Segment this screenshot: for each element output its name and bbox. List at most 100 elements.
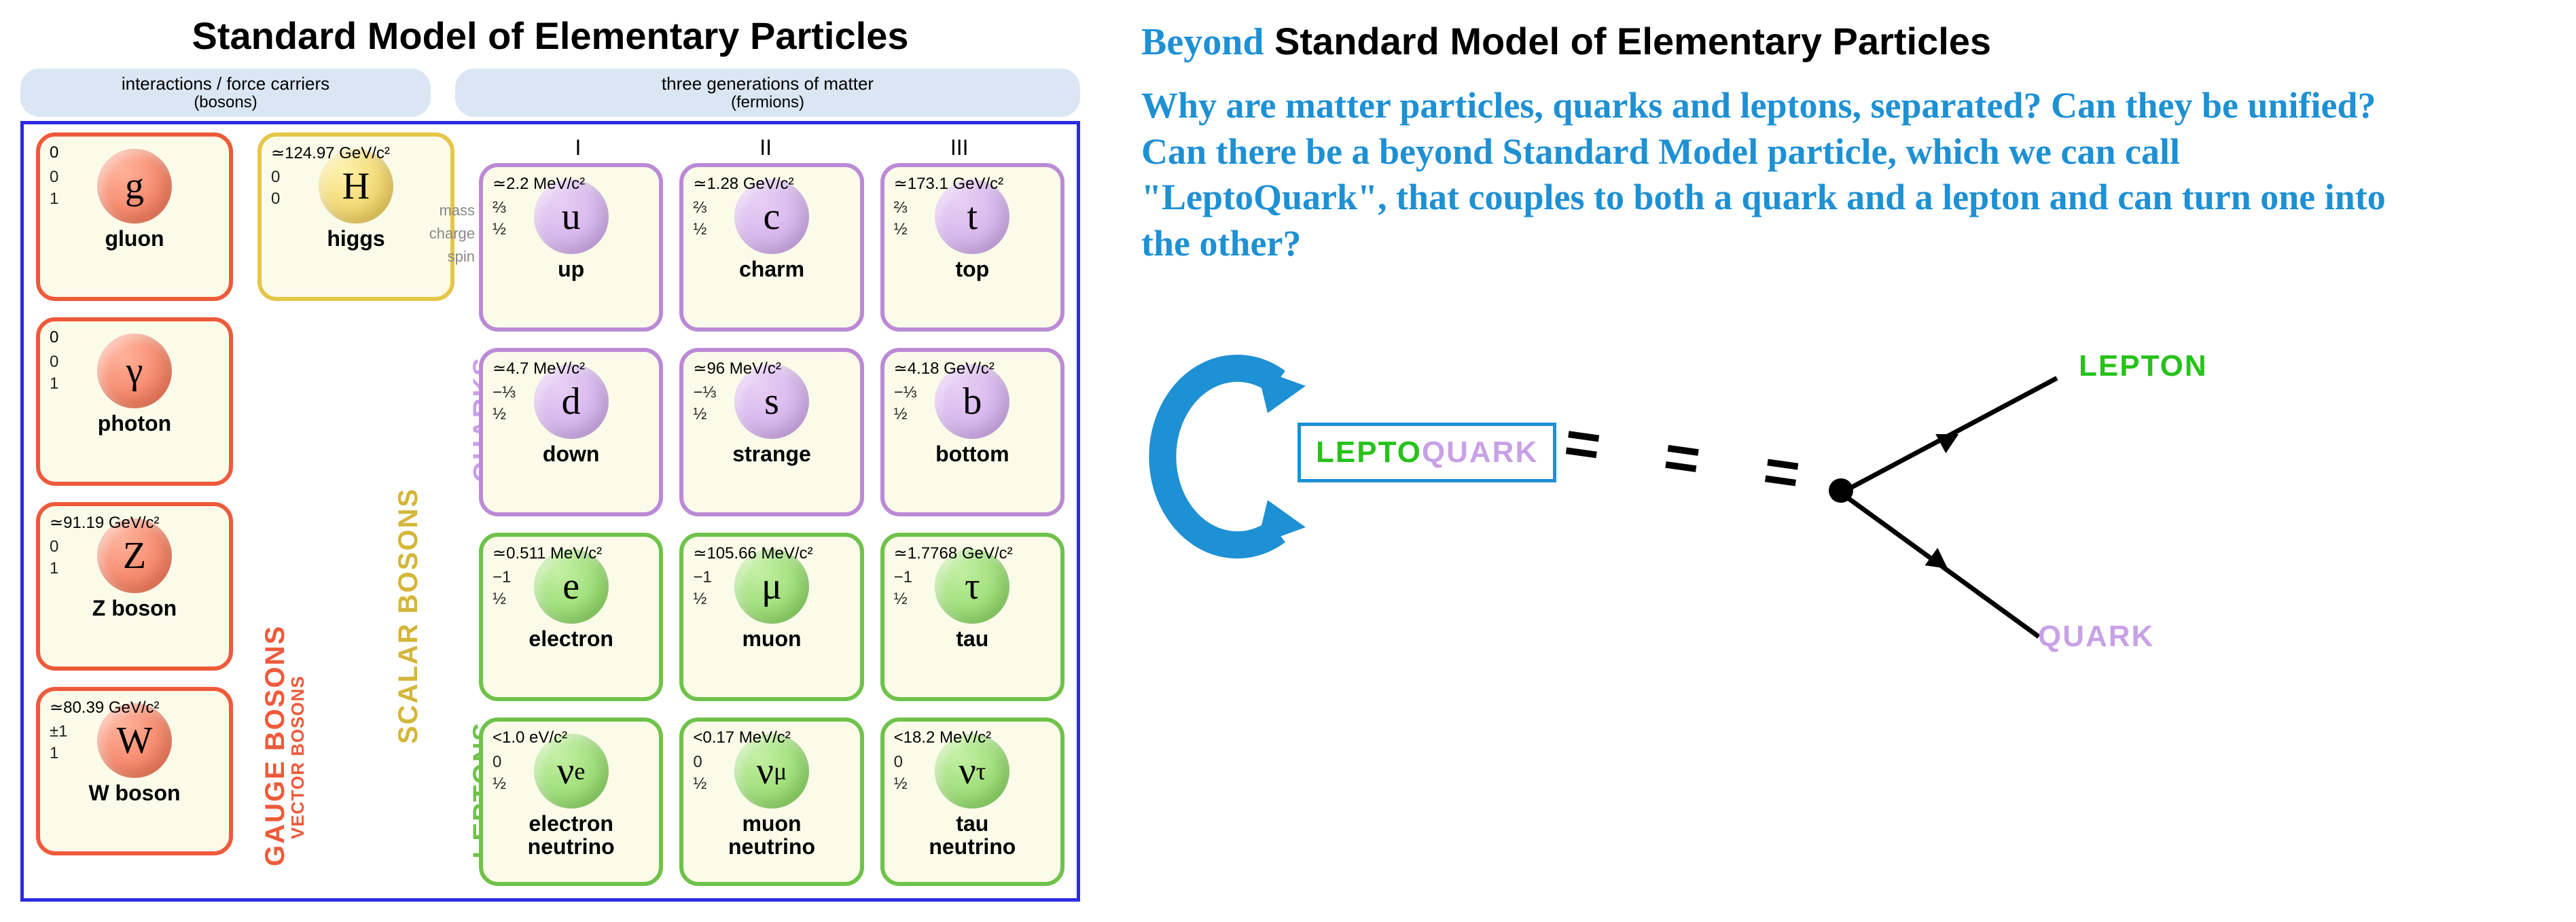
particle-mass: ≃2.2 MeV/c² [493,174,585,194]
particle-mass: <0.17 MeV/c² [693,728,790,747]
gen-2: II [759,135,772,160]
bsm-panel: Beyond Standard Model of Elementary Part… [1101,0,2576,694]
particle-name: bottom [894,443,1051,466]
particle-name: photon [50,412,219,436]
particle-mass: ≃80.39 GeV/c² [50,698,160,717]
label-mass: mass [439,202,475,219]
header-bosons-text: interactions / force carriers [122,73,329,94]
lq-quark: QUARK [1422,436,1538,469]
particle-mass: ≃1.28 GeV/c² [693,174,793,194]
particle-name: electron [493,628,649,651]
particle-props: 0½ [693,751,706,796]
header-fermions-text: three generations of matter [662,73,874,94]
particle-props: ⅔½ [493,197,506,241]
generation-labels: I II III [479,135,1065,160]
particle-mass: ≃4.18 GeV/c² [894,359,995,378]
quark-label: QUARK [2038,620,2154,654]
particle-mass: ≃96 MeV/c² [693,359,781,378]
particle-props: ⅔½ [894,197,908,241]
particle-props: −⅓½ [894,382,917,426]
bsm-title-beyond: Beyond [1141,21,1264,63]
fermions-column: mass charge spin I II III QUARKS ≃2.2 Me… [479,132,1065,886]
particle-mass: ≃4.7 MeV/c² [493,359,585,378]
particle-mass: <18.2 MeV/c² [894,728,991,747]
particle-props: 0½ [493,751,506,796]
bsm-questions: Why are matter particles, quarks and lep… [1141,83,2432,266]
particle-card-lepton: <0.17 MeV/c²0½νμmuonneutrino [679,717,863,886]
particle-card-lepton: ≃0.511 MeV/c²−1½eelectron [479,533,663,701]
particle-props: 01 [50,166,58,211]
particle-card-lepton: ≃105.66 MeV/c²−1½μmuon [679,533,863,701]
particle-card-lepton: <18.2 MeV/c²0½ντtauneutrino [880,717,1065,886]
particle-name: top [894,258,1051,281]
particle-name: higgs [271,228,441,251]
particle-card-gauge-boson: ≃80.39 GeV/c²±11WW boson [36,687,233,855]
particle-props: −1½ [493,567,511,611]
particle-name: W boson [50,782,219,805]
prop-labels: mass charge spin [422,199,475,268]
particle-props: −⅓½ [493,382,516,426]
particle-props: 00 [271,166,280,211]
sm-title: Standard Model of Elementary Particles [20,14,1080,58]
particle-mass: <1.0 eV/c² [493,728,567,747]
label-charge: charge [429,225,475,242]
particle-props: ±11 [50,721,68,765]
sm-box: 0 01 g gluon 0 01 γ photon ≃91.19 GeV/c²01ZZ bos… [20,121,1080,902]
particle-props: 01 [50,536,58,580]
particle-card-gauge-boson: 0 01 γ photon [36,317,233,486]
bsm-title-rest: Standard Model of Elementary Particles [1264,20,1992,63]
loop-arrow-icon [1134,341,1311,558]
particle-mass: ≃0.511 MeV/c² [493,544,602,563]
lq-lepto: LEPTO [1316,436,1422,469]
particle-card-quark: ≃173.1 GeV/c²⅔½ttop [880,163,1065,332]
header-fermions: three generations of matter (fermions) [455,69,1080,117]
particle-name: electronneutrino [493,813,649,858]
particle-name: gluon [50,228,219,251]
particle-name: muon [693,628,850,651]
particle-card-gauge-boson: 0 01 g gluon [36,132,233,301]
leptoquark-box: LEPTOQUARK [1298,423,1556,482]
particle-card-quark: ≃1.28 GeV/c²⅔½ccharm [679,163,863,332]
header-bosons: interactions / force carriers (bosons) [20,69,431,117]
lepton-grid: ≃0.511 MeV/c²−1½eelectron≃105.66 MeV/c²−… [479,533,1065,886]
gauge-bosons-column: 0 01 g gluon 0 01 γ photon ≃91.19 GeV/c²01ZZ bos… [36,132,233,886]
sm-headers: interactions / force carriers (bosons) t… [20,69,1080,117]
particle-name: tau [894,628,1051,651]
particle-props: ⅔½ [693,197,706,241]
header-bosons-sub: (bosons) [29,94,423,111]
particle-props: −⅓½ [693,382,716,426]
particle-card-lepton: ≃1.7768 GeV/c²−1½τtau [880,533,1065,701]
particle-mass: ≃105.66 MeV/c² [693,544,812,563]
particle-name: strange [693,443,850,466]
particle-card-gauge-boson: ≃91.19 GeV/c²01ZZ boson [36,502,233,671]
label-spin: spin [448,248,475,265]
particle-name: muonneutrino [693,813,850,858]
particle-mass: ≃1.7768 GeV/c² [894,544,1013,563]
quark-grid: ≃2.2 MeV/c²⅔½uup≃1.28 GeV/c²⅔½ccharm≃173… [479,163,1065,516]
gen-1: I [575,135,581,160]
particle-card-quark: ≃96 MeV/c²−⅓½sstrange [679,348,863,516]
particle-card-lepton: <1.0 eV/c²0½νeelectronneutrino [479,717,663,886]
particle-name: charm [693,258,850,281]
feynman-diagram: LEPTOQUARK = = = LEPTON QUARK [1141,314,2296,694]
particle-mass: 0 [50,143,58,162]
particle-mass: 0 [50,328,58,347]
particle-symbol: γ [97,334,172,408]
particle-props: −1½ [894,567,912,611]
particle-symbol: g [97,149,172,224]
lepton-label: LEPTON [2079,349,2208,383]
bsm-title: Beyond Standard Model of Elementary Part… [1141,19,2535,64]
header-fermions-sub: (fermions) [463,94,1072,111]
page-root: Standard Model of Elementary Particles i… [0,0,2576,890]
sm-panel: Standard Model of Elementary Particles i… [0,0,1101,922]
particle-mass: ≃124.97 GeV/c² [271,143,390,163]
particle-name: Z boson [50,597,219,620]
particle-props: 01 [50,351,58,395]
particle-card-quark: ≃2.2 MeV/c²⅔½uup [479,163,663,332]
particle-props: 0½ [894,751,908,796]
particle-name: up [493,258,649,281]
propagator-dashes: = = = [1559,412,1818,516]
particle-name: down [493,443,649,466]
particle-name: tauneutrino [894,813,1051,858]
gen-3: III [950,135,969,160]
